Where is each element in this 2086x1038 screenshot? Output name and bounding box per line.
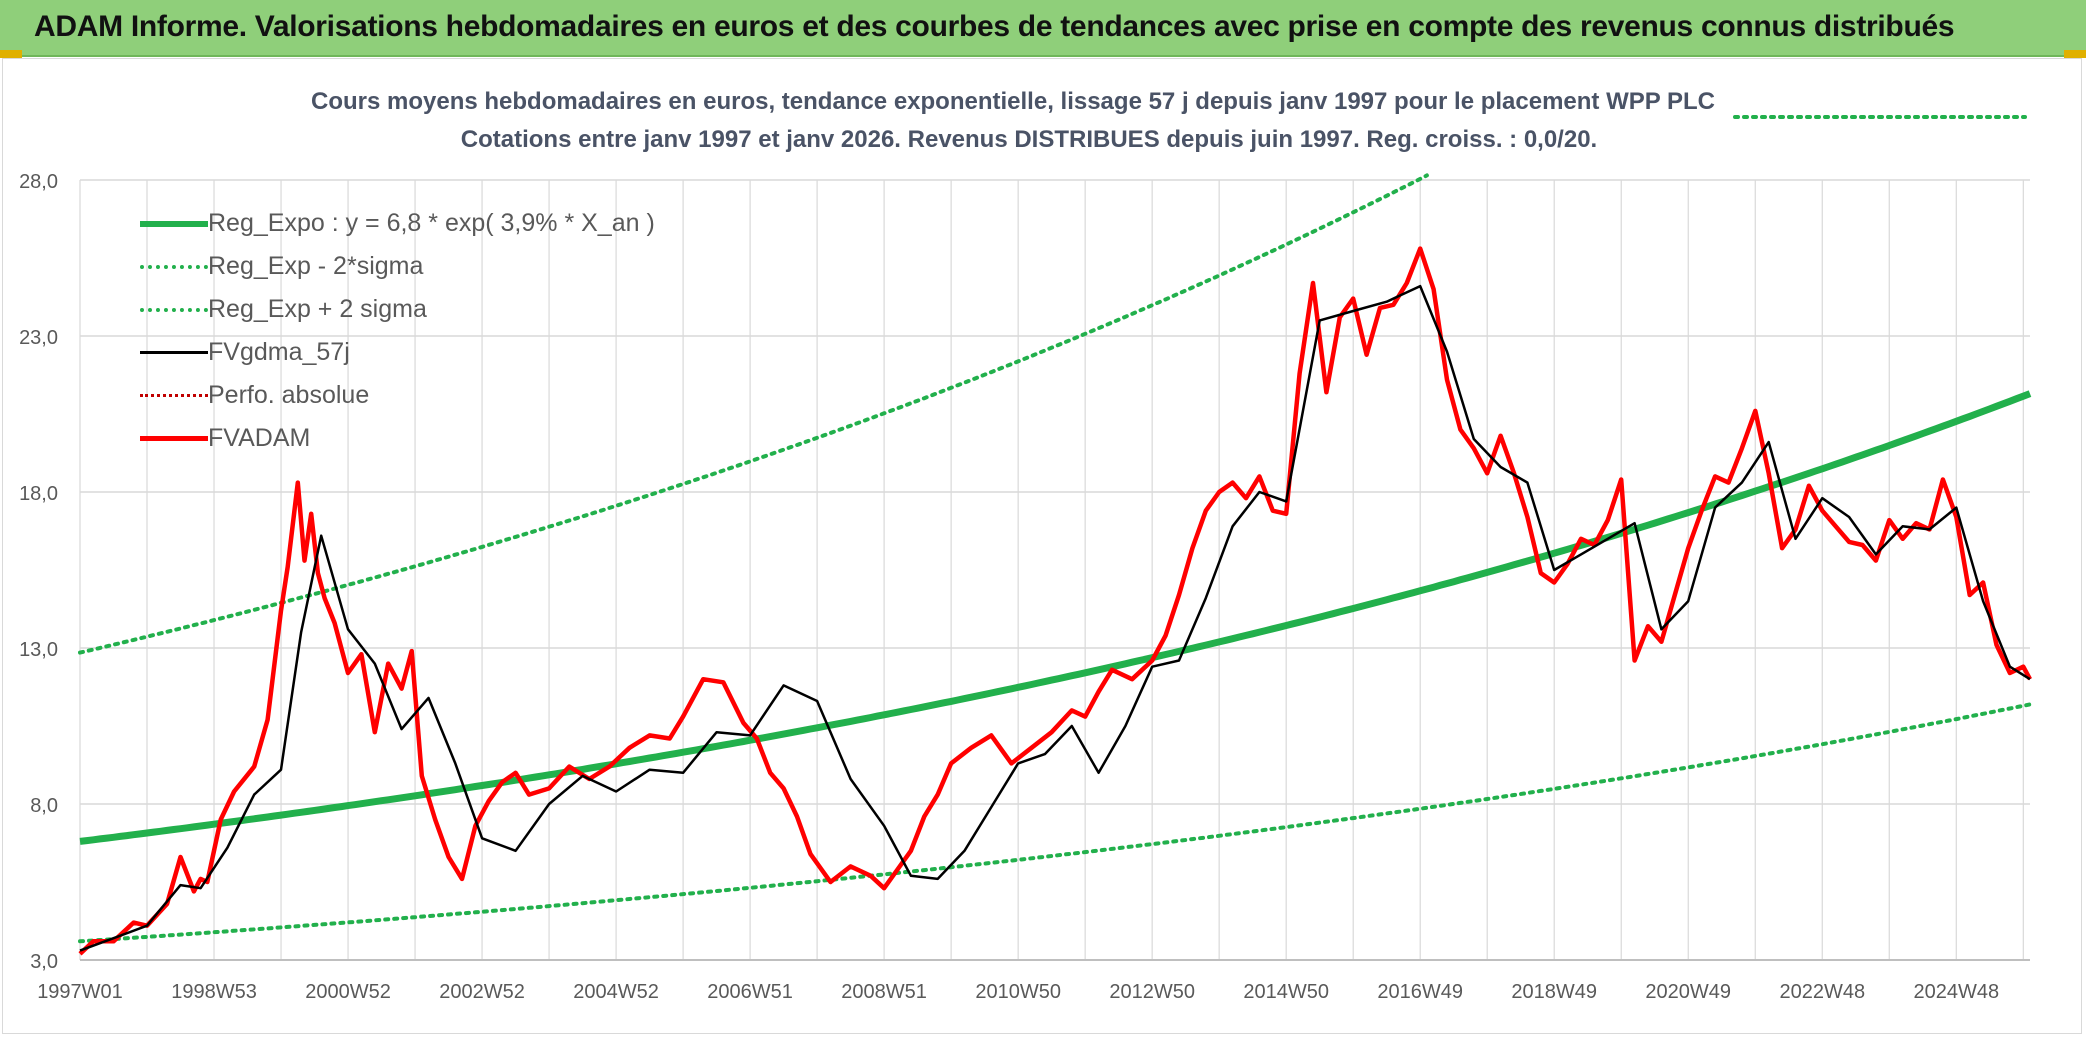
- y-tick-label: 18,0: [19, 483, 58, 505]
- y-tick-label: 3,0: [30, 951, 58, 973]
- x-tick-label: 2004W52: [573, 981, 659, 1003]
- y-tick-label: 28,0: [19, 171, 58, 193]
- legend-swatch-reg-expo: [140, 220, 208, 227]
- legend-item-reg-expo: Reg_Expo : y = 6,8 * exp( 3,9% * X_an ): [140, 202, 655, 245]
- legend-item-fvgdma: FVgdma_57j: [140, 331, 655, 374]
- x-tick-label: 2018W49: [1511, 981, 1597, 1003]
- legend-item-reg-exp-plus: Reg_Exp + 2 sigma: [140, 288, 655, 331]
- legend-item-reg-exp-minus: Reg_Exp - 2*sigma: [140, 245, 655, 288]
- x-tick-label: 2016W49: [1377, 981, 1463, 1003]
- legend-label: FVgdma_57j: [208, 338, 350, 366]
- legend-swatch-reg-exp-minus: [140, 264, 208, 269]
- report-title: ADAM Informe. Valorisations hebdomadaire…: [34, 10, 1955, 43]
- x-tick-label: 2024W48: [1913, 981, 1999, 1003]
- x-tick-label: 2014W50: [1243, 981, 1329, 1003]
- series-layer: [78, 115, 2032, 956]
- x-tick-label: 2008W51: [841, 981, 927, 1003]
- x-axis-ticks: 1997W01 1998W53 2000W52 2002W52 2004W52 2006W…: [37, 981, 1999, 1003]
- legend-swatch-fvgdma: [140, 351, 208, 354]
- y-tick-label: 8,0: [30, 795, 58, 817]
- x-tick-label: 2002W52: [439, 981, 525, 1003]
- x-tick-label: 2000W52: [305, 981, 391, 1003]
- legend-swatch-reg-exp-plus: [140, 307, 208, 312]
- x-tick-label: 2020W49: [1645, 981, 1731, 1003]
- legend-item-fvadam: FVADAM: [140, 417, 655, 460]
- banner-corner-left: [0, 50, 22, 58]
- legend-label: FVADAM: [208, 424, 311, 452]
- legend-swatch-fvadam: [140, 436, 208, 441]
- y-tick-label: 13,0: [19, 639, 58, 661]
- chart-subtitle-1: Cours moyens hebdomadaires en euros, ten…: [310, 88, 1715, 115]
- x-tick-label: 2010W50: [975, 981, 1061, 1003]
- chart-frame: [2, 58, 2082, 1034]
- y-axis-ticks: 3,0 8,0 13,0 18,0 23,0 28,0: [19, 171, 58, 973]
- x-tick-label: 2012W50: [1109, 981, 1195, 1003]
- report-banner: ADAM Informe. Valorisations hebdomadaire…: [0, 0, 2086, 57]
- series-fvgdma: [79, 284, 2031, 952]
- series-reg-exp-minus-2sigma: [78, 702, 2032, 944]
- chart-subtitle-2: Cotations entre janv 1997 et janv 2026. …: [460, 126, 1598, 153]
- legend-item-perfo: Perfo. absolue: [140, 374, 655, 417]
- y-tick-label: 23,0: [19, 327, 58, 349]
- legend-label: Reg_Expo : y = 6,8 * exp( 3,9% * X_an ): [208, 209, 655, 237]
- legend-swatch-perfo: [140, 394, 208, 397]
- x-tick-label: 1997W01: [37, 981, 123, 1003]
- x-tick-label: 1998W53: [171, 981, 257, 1003]
- banner-corner-right: [2064, 50, 2086, 58]
- series-fvadam: [78, 246, 2032, 956]
- x-tick-label: 2022W48: [1779, 981, 1865, 1003]
- legend-label: Reg_Exp + 2 sigma: [208, 295, 427, 323]
- x-tick-label: 2006W51: [707, 981, 793, 1003]
- legend-label: Reg_Exp - 2*sigma: [208, 252, 424, 280]
- chart-legend: Reg_Expo : y = 6,8 * exp( 3,9% * X_an ) …: [140, 202, 655, 460]
- grid-layer: [79, 179, 2030, 961]
- series-reg-exp-plus-2sigma: [78, 173, 1429, 655]
- legend-label: Perfo. absolue: [208, 381, 370, 409]
